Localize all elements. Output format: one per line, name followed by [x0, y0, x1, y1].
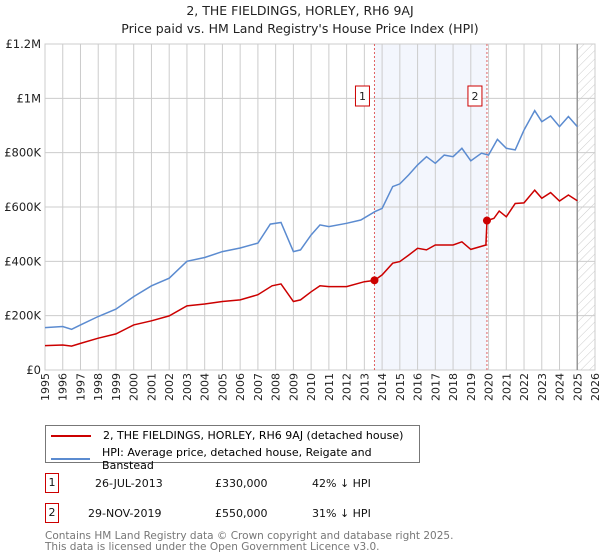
x-tick-label: 2020	[483, 373, 496, 401]
price-chart: 1995 1996 1997 1998 1999 2000 2001 2002 2003 2004…	[4, 37, 600, 401]
x-tick-label: 2003	[181, 373, 194, 401]
x-tick-label: 2011	[323, 373, 336, 401]
x-tick-label: 2022	[518, 373, 531, 401]
sale-label-box	[467, 85, 483, 107]
footer-copyright: Contains HM Land Registry data © Crown c…	[45, 530, 454, 542]
x-tick-label: 2021	[500, 373, 513, 401]
x-tick-label: 2019	[465, 373, 478, 401]
y-tick-label: £0	[26, 363, 41, 377]
x-tick-label: 2009	[287, 373, 300, 401]
x-tick-label: 2018	[447, 373, 460, 401]
x-tick-label: 2025	[571, 373, 584, 401]
x-tick-label: 1997	[74, 373, 87, 401]
sale-date: 26-JUL-2013	[95, 477, 163, 490]
x-tick-label: 1998	[92, 373, 105, 401]
chart-title: 2, THE FIELDINGS, HORLEY, RH6 9AJ	[186, 3, 414, 18]
sale-price: £330,000	[215, 477, 268, 490]
sale-point	[482, 216, 491, 225]
y-tick-label: £200K	[4, 309, 41, 323]
sale-marker-2: 2	[45, 503, 59, 523]
legend-swatch-property	[51, 434, 91, 437]
x-tick-label: 2023	[536, 373, 549, 401]
sale-date: 29-NOV-2019	[88, 507, 162, 520]
y-tick-label: £400K	[4, 254, 41, 268]
legend-label-property: 2, THE FIELDINGS, HORLEY, RH6 9AJ (detac…	[103, 429, 404, 442]
y-tick-label: £1M	[16, 91, 41, 105]
sale-label: 1	[359, 90, 366, 103]
sale-hpi-diff: 31% ↓ HPI	[312, 507, 371, 520]
legend-swatch-hpi	[51, 458, 91, 460]
y-tick-label: £800K	[4, 146, 41, 160]
legend-label-hpi: HPI: Average price, detached house, Reig…	[102, 446, 372, 472]
x-tick-label: 1999	[110, 373, 123, 401]
x-tick-label: 1996	[57, 373, 70, 401]
footer-licence: This data is licensed under the Open Gov…	[45, 541, 380, 553]
y-tick-label: £600K	[4, 200, 41, 214]
x-tick-label: 2024	[554, 373, 567, 401]
x-tick-label: 2004	[199, 373, 212, 401]
x-tick-label: 2007	[252, 373, 265, 401]
x-tick-label: 2014	[376, 373, 389, 401]
x-tick-label: 2006	[234, 373, 247, 401]
x-tick-label: 2005	[216, 373, 229, 401]
x-tick-label: 2026	[589, 373, 600, 401]
x-tick-label: 2001	[145, 373, 158, 401]
sale-point	[370, 276, 379, 285]
hpi-line	[44, 109, 578, 331]
x-tick-label: 1995	[39, 373, 52, 401]
x-tick-label: 2015	[394, 373, 407, 401]
x-tick-label: 2002	[163, 373, 176, 401]
x-tick-label: 2010	[305, 373, 318, 401]
chart-subtitle: Price paid vs. HM Land Registry's House …	[121, 21, 479, 36]
sale-label-box	[354, 85, 370, 107]
y-tick-label: £1.2M	[5, 37, 41, 51]
sale-hpi-diff: 42% ↓ HPI	[312, 477, 371, 490]
x-tick-label: 2017	[429, 373, 442, 401]
legend: 2, THE FIELDINGS, HORLEY, RH6 9AJ (detac…	[45, 425, 420, 472]
sale-label: 2	[471, 90, 478, 103]
x-tick-label: 2012	[341, 373, 354, 401]
sale-price: £550,000	[215, 507, 268, 520]
x-tick-label: 2008	[270, 373, 283, 401]
x-tick-label: 2000	[128, 373, 141, 401]
sale-marker-1: 1	[45, 473, 59, 493]
x-tick-label: 2013	[358, 373, 371, 401]
x-tick-label: 2016	[412, 373, 425, 401]
